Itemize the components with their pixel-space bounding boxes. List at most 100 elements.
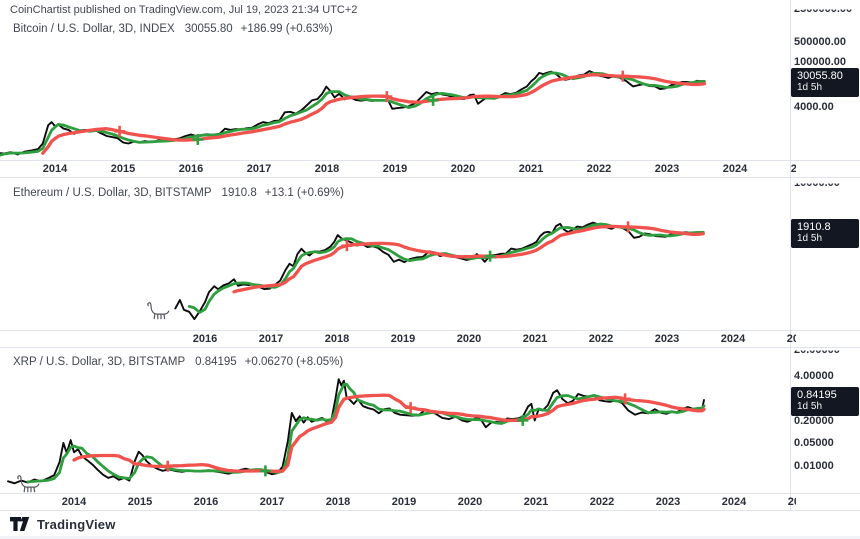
death-cross-marker <box>381 91 393 103</box>
x-axis-year-label: 2022 <box>589 496 615 508</box>
x-axis-year-label: 2016 <box>193 496 219 508</box>
death-cross-marker <box>114 125 126 137</box>
x-axis-year-label: 2019 <box>391 496 417 508</box>
x-axis-year-label: 2017 <box>246 163 272 175</box>
eth-box-price: 1910.8 <box>797 221 831 233</box>
xrp-price-chart[interactable] <box>0 347 860 493</box>
eth-bar-countdown: 1d 5h <box>797 233 823 244</box>
x-axis-year-label: 2021 <box>523 496 549 508</box>
eth-price-chart[interactable] <box>0 178 860 330</box>
x-axis-year-label: 2014 <box>61 496 87 508</box>
x-axis-year-label: 2023 <box>655 496 681 508</box>
price-axis-separator <box>790 0 791 510</box>
x-axis-year-label: 2021 <box>522 333 548 345</box>
golden-cross-marker <box>427 94 439 106</box>
y-axis-price-label: 0.01000 <box>794 460 834 472</box>
coinchartist-dino-logo-icon <box>17 475 40 493</box>
y-axis-price-label: 0.05000 <box>794 437 834 449</box>
btc-time-axis[interactable]: 2014 2015 2016 2017 2018 2019 2020 2021 2022 2023… <box>0 161 796 177</box>
x-axis-year-label: 2014 <box>42 163 68 175</box>
y-axis-price-label: 0.20000 <box>794 415 834 427</box>
btc-bar-countdown: 1d 5h <box>797 82 823 93</box>
x-axis-year-label: 2017 <box>258 333 284 345</box>
y-axis-price-label: 20.00000 <box>794 344 840 356</box>
xrp-axis-line <box>0 493 860 494</box>
eth-last-price: 1910.8 <box>221 187 257 199</box>
tradingview-brand-link[interactable]: TradingView <box>10 517 116 532</box>
x-axis-year-label: 2025 <box>787 496 796 508</box>
x-axis-year-label: 2016 <box>178 163 204 175</box>
y-axis-price-label: 2500000.00 <box>794 3 853 15</box>
x-axis-year-label: 2025 <box>786 333 796 345</box>
ma-fast-line <box>0 71 706 157</box>
btc-box-price: 30055.80 <box>797 70 843 82</box>
x-axis-year-label: 2019 <box>390 333 416 345</box>
golden-cross-marker <box>192 133 204 145</box>
x-axis-year-label: 2023 <box>654 333 680 345</box>
x-axis-year-label: 2024 <box>722 163 748 175</box>
death-cross-marker <box>622 221 634 233</box>
y-axis-price-label: 10000.00 <box>794 177 840 189</box>
price-line <box>174 221 705 321</box>
btc-price-chart[interactable] <box>0 0 860 160</box>
tradingview-brand-label: TradingView <box>37 517 116 532</box>
xrp-last-price: 0.84195 <box>195 356 237 368</box>
x-axis-year-label: 2015 <box>127 496 153 508</box>
x-axis-year-label: 2016 <box>192 333 218 345</box>
x-axis-year-label: 2019 <box>382 163 408 175</box>
btc-eth-divider <box>0 177 860 178</box>
x-axis-year-label: 2021 <box>518 163 544 175</box>
eth-time-axis[interactable]: 2016 2017 2018 2019 2020 2021 2022 2023 2024 2025 <box>0 331 796 347</box>
x-axis-year-label: 2022 <box>586 163 612 175</box>
eth-axis-line <box>0 330 860 331</box>
tradingview-logo-icon <box>10 517 30 531</box>
published-header: CoinChartist published on TradingView.co… <box>10 4 358 16</box>
btc-last-price-box: 30055.80 1d 5h <box>791 68 859 97</box>
eth-last-price-box: 1910.8 1d 5h <box>791 219 859 248</box>
x-axis-year-label: 2018 <box>314 163 340 175</box>
btc-symbol-label: Bitcoin / U.S. Dollar, 3D, INDEX <box>13 23 175 35</box>
golden-cross-marker <box>484 250 496 262</box>
eth-panel-title: Ethereum / U.S. Dollar, 3D, BITSTAMP 1910… <box>13 187 344 199</box>
xrp-bar-countdown: 1d 5h <box>797 401 823 412</box>
x-axis-year-label: 2025 <box>790 163 796 175</box>
coinchartist-dino-logo-icon <box>147 302 170 320</box>
btc-panel-title: Bitcoin / U.S. Dollar, 3D, INDEX 30055.80… <box>13 23 333 35</box>
ma-slow-line <box>72 393 706 473</box>
y-axis-price-label: 100000.00 <box>794 56 846 68</box>
xrp-change: +0.06270 (+8.05%) <box>244 356 344 368</box>
x-axis-year-label: 2020 <box>450 163 476 175</box>
golden-cross-marker <box>517 414 529 426</box>
death-cross-marker <box>162 460 174 472</box>
x-axis-year-label: 2024 <box>720 333 746 345</box>
x-axis-year-label: 2018 <box>325 496 351 508</box>
footer-divider <box>0 510 860 511</box>
x-axis-year-label: 2015 <box>110 163 136 175</box>
xrp-panel-title: XRP / U.S. Dollar, 3D, BITSTAMP 0.84195 +0… <box>13 356 343 368</box>
ma-fast-line <box>187 222 705 314</box>
golden-cross-marker <box>259 465 271 477</box>
btc-last-price: 30055.80 <box>184 23 233 35</box>
btc-change: +186.99 (+0.63%) <box>240 23 333 35</box>
y-axis-price-label: 500000.00 <box>794 36 846 48</box>
x-axis-year-label: 2024 <box>721 496 747 508</box>
price-line <box>0 70 706 156</box>
x-axis-year-label: 2022 <box>588 333 614 345</box>
xrp-time-axis[interactable]: 2014 2015 2016 2017 2018 2019 2020 2021 2022 2023… <box>0 494 796 510</box>
xrp-box-price: 0.84195 <box>797 389 837 401</box>
bottom-edge-strip <box>0 536 860 539</box>
eth-xrp-divider <box>0 347 860 348</box>
x-axis-year-label: 2018 <box>324 333 350 345</box>
death-cross-marker <box>617 70 629 82</box>
eth-symbol-label: Ethereum / U.S. Dollar, 3D, BITSTAMP <box>13 187 212 199</box>
xrp-last-price-box: 0.84195 1d 5h <box>791 387 859 416</box>
eth-change: +13.1 (+0.69%) <box>264 187 345 199</box>
y-axis-price-label: 4.00000 <box>794 370 834 382</box>
y-axis-price-label: 4000.00 <box>794 101 834 113</box>
x-axis-year-label: 2023 <box>654 163 680 175</box>
btc-axis-line <box>0 160 860 161</box>
xrp-symbol-label: XRP / U.S. Dollar, 3D, BITSTAMP <box>13 356 186 368</box>
death-cross-marker <box>341 240 353 252</box>
x-axis-year-label: 2020 <box>456 333 482 345</box>
